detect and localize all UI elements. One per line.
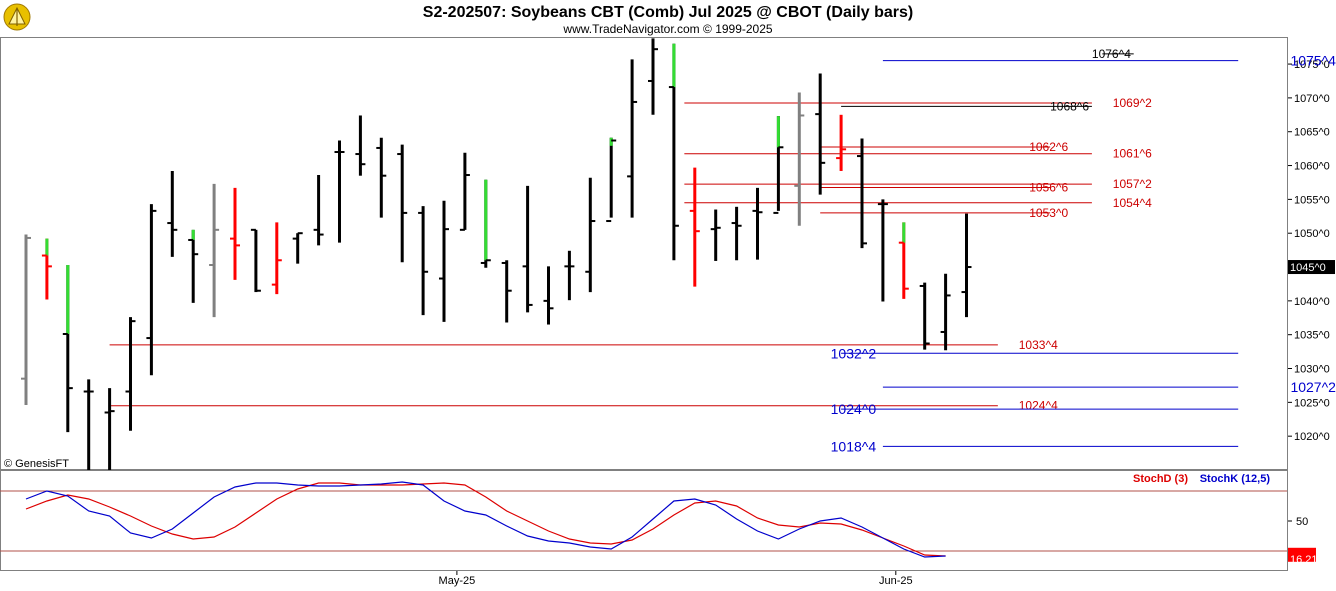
ohlc-bar	[480, 179, 491, 268]
ohlc-bar	[731, 206, 742, 261]
chart-subtitle: www.TradeNavigator.com © 1999-2025	[562, 22, 772, 36]
ohlc-bar	[188, 229, 199, 303]
support-resistance-levels: 1076^4 1075^4 1069^2 1068^6 1062^6 1061^6 1057…	[109, 47, 1336, 454]
ohlc-bar	[668, 43, 679, 261]
ohlc-bar	[919, 282, 930, 350]
level-label: 1027^2	[1290, 379, 1336, 395]
ohlc-bar	[501, 260, 512, 323]
price-tick-label: 1050^0	[1294, 228, 1330, 240]
ohlc-bar	[146, 204, 157, 376]
price-tick-label: 1060^0	[1294, 161, 1330, 173]
ohlc-bar	[543, 266, 554, 325]
ohlc-bar	[459, 152, 470, 231]
ohlc-bar	[271, 222, 282, 295]
price-tick-label: 1040^0	[1294, 296, 1330, 308]
ohlc-bar	[648, 38, 658, 115]
ohlc-bar	[794, 92, 805, 226]
price-bars	[21, 38, 972, 477]
price-tick-label: 1020^0	[1294, 431, 1330, 443]
legend-stochd: StochD (3)	[1133, 473, 1188, 485]
stochastic-lines	[25, 481, 946, 558]
level-label: 1054^4	[1113, 196, 1152, 210]
ohlc-bar	[41, 238, 52, 300]
ohlc-bar	[606, 137, 617, 223]
stochd-line	[25, 482, 946, 557]
ohlc-bar	[62, 265, 73, 433]
ohlc-bar	[125, 317, 136, 431]
price-axis-panel	[1288, 37, 1335, 470]
ohlc-bar	[376, 137, 387, 218]
ohlc-bar	[209, 183, 220, 318]
legend-stochk: StochK (12,5)	[1200, 473, 1271, 485]
price-tick-label: 1035^0	[1294, 330, 1330, 342]
level-label: 1057^2	[1113, 177, 1152, 191]
stochk-line	[25, 481, 946, 558]
ohlc-bar	[857, 138, 867, 249]
ohlc-bar	[355, 115, 366, 176]
ohlc-bar	[898, 222, 909, 299]
price-tick-label: 1070^0	[1294, 93, 1330, 105]
ohlc-bar	[773, 116, 784, 214]
ohlc-bar	[334, 140, 345, 243]
logo-icon	[3, 3, 31, 31]
ohlc-bar	[418, 206, 429, 316]
ohlc-bar	[710, 209, 721, 261]
level-label: 1053^0	[1029, 206, 1068, 220]
stochastic-tick-label: 50	[1296, 516, 1308, 528]
level-label: 1056^6	[1029, 181, 1068, 195]
date-axis: May-25 Jun-25	[439, 571, 913, 587]
price-tick-label: 1075^0	[1294, 59, 1330, 71]
level-label: 1033^4	[1019, 338, 1058, 352]
level-label: 1069^2	[1113, 96, 1152, 110]
stochastic-last-marker: 16.21	[1288, 547, 1318, 566]
ohlc-bar	[585, 177, 596, 293]
date-tick-label: May-25	[439, 575, 476, 587]
level-label: 1075^4	[1290, 53, 1336, 69]
ohlc-bar	[689, 167, 700, 287]
ohlc-bar	[439, 200, 449, 322]
ohlc-bar	[397, 144, 408, 263]
level-label: 1061^6	[1113, 147, 1152, 161]
ohlc-bar	[522, 185, 533, 313]
ohlc-bar	[292, 232, 303, 264]
ohlc-bar	[940, 273, 951, 351]
ohlc-bar	[627, 59, 638, 218]
last-price-label: 1045^0	[1290, 262, 1326, 274]
price-tick-label: 1055^0	[1294, 194, 1330, 206]
chart-title: S2-202507: Soybeans CBT (Comb) Jul 2025 …	[423, 4, 913, 21]
ohlc-bar	[167, 170, 178, 257]
ohlc-bar	[230, 187, 240, 280]
ohlc-bar	[313, 175, 324, 246]
copyright-label: © GenesisFT	[4, 458, 69, 470]
level-label: 1068^6	[1050, 99, 1089, 113]
stochastic-panel	[0, 470, 1288, 571]
price-tick-label: 1025^0	[1294, 397, 1330, 409]
level-label: 1024^4	[1019, 399, 1058, 413]
ohlc-bar	[815, 73, 826, 195]
ohlc-bar	[836, 114, 847, 171]
ohlc-bar	[250, 228, 261, 293]
price-tick-label: 1065^0	[1294, 127, 1330, 139]
ohlc-bar	[21, 234, 31, 406]
stochastic-axis: 50	[1288, 516, 1308, 528]
ohlc-bar	[752, 187, 763, 260]
level-label: 1024^0	[831, 401, 877, 417]
ohlc-bar	[564, 250, 575, 301]
level-label: 1018^4	[831, 438, 877, 454]
level-label: 1032^2	[831, 345, 877, 361]
ohlc-bar	[877, 199, 888, 302]
last-price-marker: 1045^0	[1288, 260, 1335, 275]
ohlc-bar	[83, 379, 94, 477]
price-tick-label: 1030^0	[1294, 364, 1330, 376]
date-tick-label: Jun-25	[879, 575, 913, 587]
stochastic-reference-lines	[0, 490, 1287, 552]
level-label: 1076^4	[1092, 47, 1131, 61]
level-label: 1062^6	[1029, 140, 1068, 154]
ohlc-bar	[961, 213, 972, 318]
ohlc-bar	[104, 388, 115, 477]
stochastic-last-label: 16.21	[1290, 554, 1318, 566]
